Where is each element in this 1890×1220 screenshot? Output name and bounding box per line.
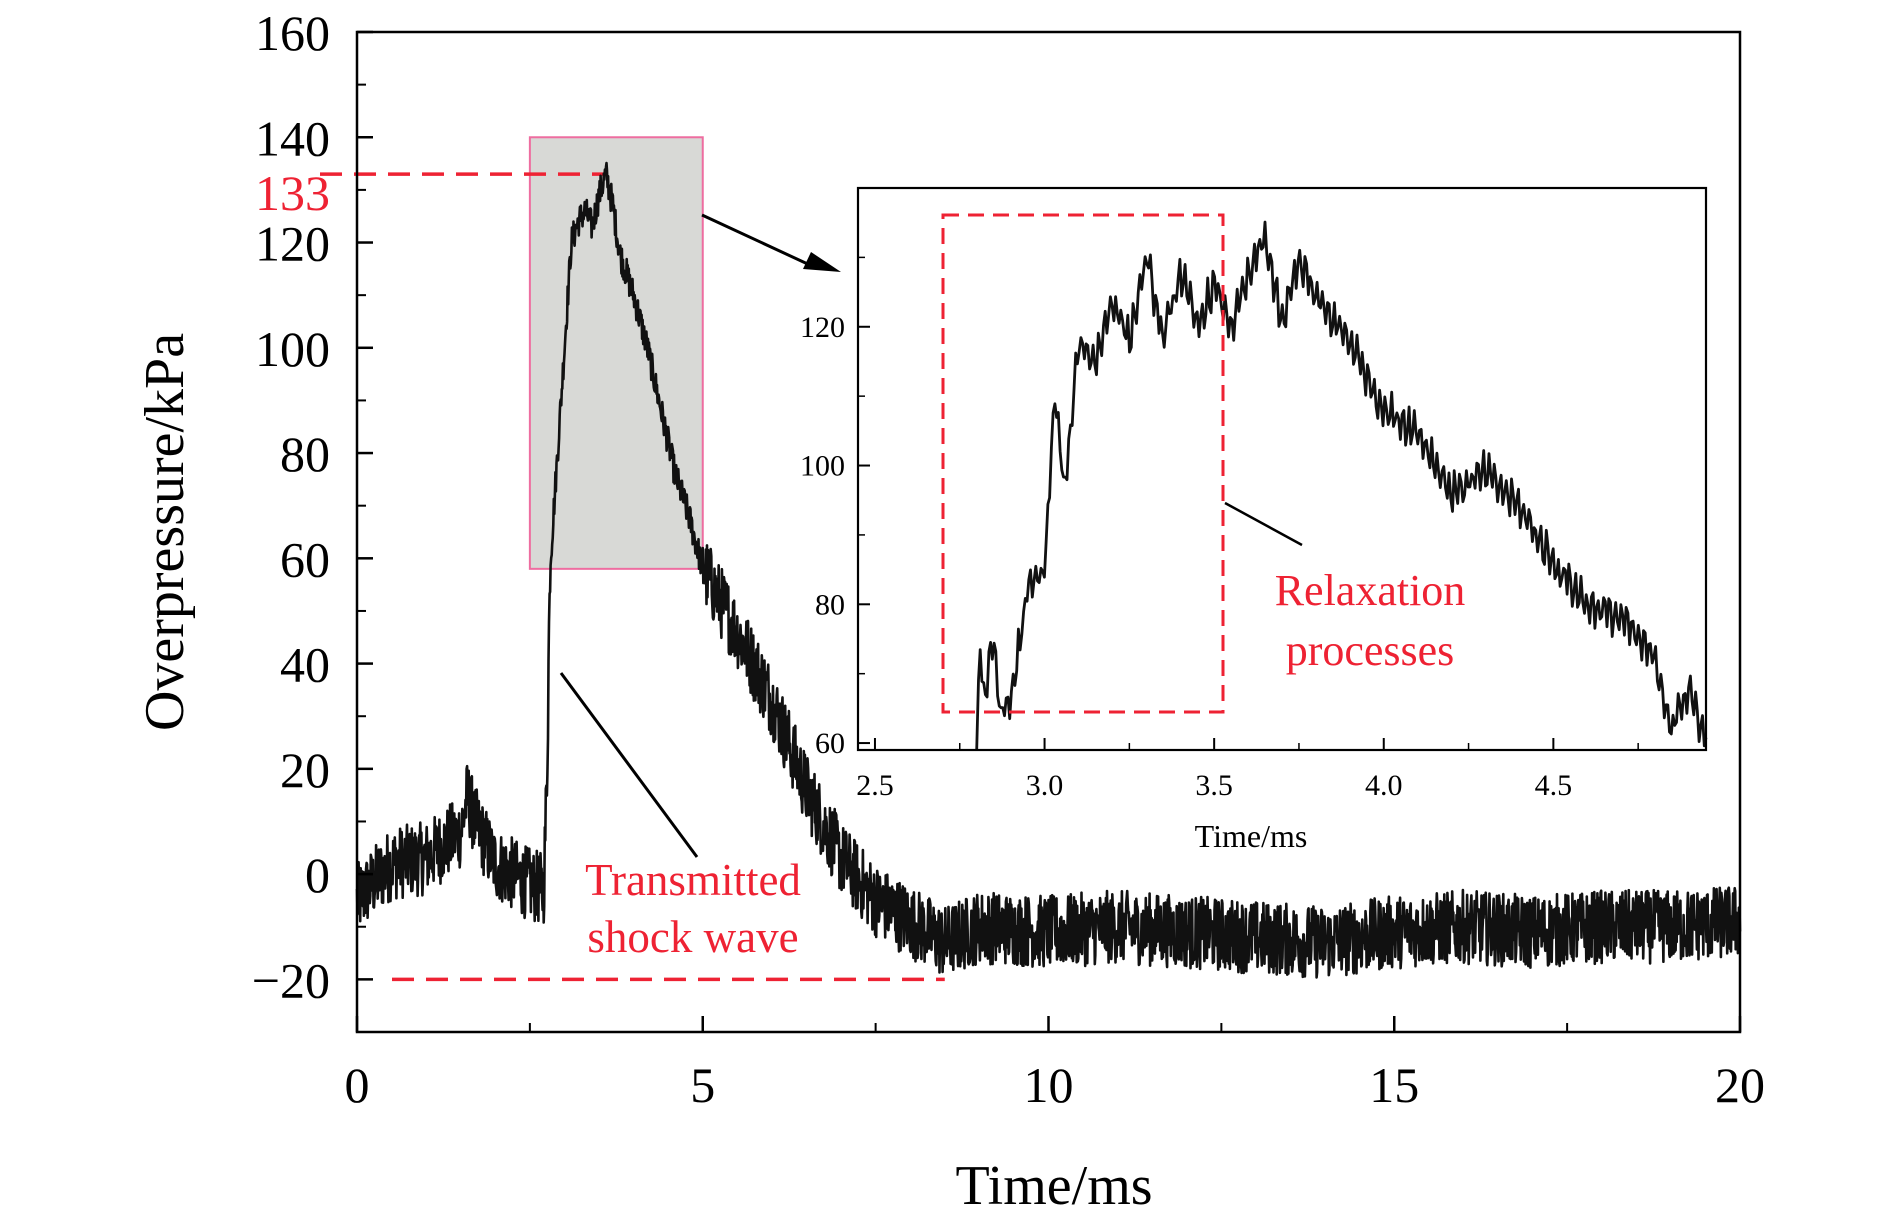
zoom-arrow-line [701,213,813,268]
inset-background [858,188,1706,750]
y-tick-label: 40 [280,637,330,693]
inset-y-tick-labels: 60 80 100 120 [800,311,845,760]
inset-tick-marks [858,256,1639,750]
main-tick-marks [355,30,1742,1032]
y-tick-label: 20 [280,742,330,798]
inset-y-tick-label: 60 [815,727,845,760]
inset-x-tick-label: 2.5 [856,769,894,802]
y-tick-label: 160 [255,5,330,61]
inset-x-tick-labels: 2.5 3.0 3.5 4.0 4.5 [856,769,1572,802]
x-axis-title: Time/ms [955,1155,1152,1215]
inset-x-tick-label: 3.0 [1026,769,1064,802]
y-tick-label: 140 [255,110,330,166]
inset-y-tick-label: 80 [815,588,845,621]
inset-chart: 60 80 100 120 2.5 3.0 3.5 4.0 4.5 Time/m… [800,186,1708,854]
y-tick-label: 120 [255,216,330,272]
y-tick-label: 80 [280,426,330,482]
x-tick-label: 20 [1715,1057,1765,1113]
relaxation-box [941,213,1225,714]
x-tick-label: 5 [690,1057,715,1113]
relaxation-pointer [1224,501,1303,547]
x-tick-label: 15 [1369,1057,1419,1113]
main-y-tick-labels: −20 0 20 40 60 80 100 120 140 160 [252,5,330,1008]
peak-reference-label: 133 [255,165,330,221]
inset-y-tick-label: 120 [800,311,845,344]
y-tick-label: −20 [252,952,330,1008]
y-axis-title: Overpressure/kPa [134,333,196,731]
x-tick-label: 0 [345,1057,370,1113]
y-tick-label: 0 [305,847,330,903]
inset-x-tick-label: 4.5 [1535,769,1573,802]
shock-wave-pointer [559,672,699,858]
inset-x-axis-title: Time/ms [1195,818,1308,854]
relaxation-annotation: Relaxation processes [1275,566,1466,675]
x-tick-label: 10 [1024,1057,1074,1113]
shock-wave-annotation: Transmitted shock wave [585,855,801,962]
main-series-line [355,161,1742,979]
inset-plot-frame [856,186,1708,752]
y-tick-label: 100 [255,321,330,377]
inset-y-tick-label: 100 [800,450,845,483]
inset-x-tick-label: 3.5 [1195,769,1233,802]
zoom-arrow-head [803,252,841,272]
main-chart: −20 0 20 40 60 80 100 120 140 160 133 0 … [134,5,1766,1217]
inset-x-tick-label: 4.0 [1365,769,1403,802]
main-x-tick-labels: 0 5 10 15 20 [345,1057,1766,1113]
inset-series-line [975,220,1708,751]
y-tick-label: 60 [280,531,330,587]
